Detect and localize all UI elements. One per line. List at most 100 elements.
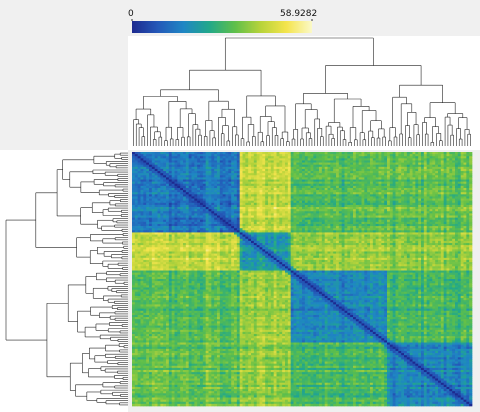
heatmap-cell: [253, 166, 258, 170]
heatmap-cell: [149, 207, 153, 210]
heatmap-cell: [449, 213, 453, 216]
heatmap-cell: [228, 160, 232, 163]
heatmap-cell: [231, 152, 235, 155]
heatmap-cell: [336, 177, 340, 180]
heatmap-cell: [273, 221, 277, 225]
heatmap-cell: [370, 164, 374, 168]
heatmap-cell: [222, 158, 226, 161]
heatmap-cell: [265, 202, 269, 206]
heatmap-cell: [180, 192, 184, 195]
heatmap-cell: [188, 198, 192, 202]
heatmap-cell: [392, 177, 396, 180]
heatmap-cell: [370, 202, 374, 206]
heatmap-cell: [466, 217, 470, 221]
heatmap-cell: [211, 221, 215, 225]
heatmap-cell: [293, 181, 297, 185]
heatmap-cell: [177, 158, 181, 161]
heatmap-cell: [245, 209, 249, 212]
heatmap-cell: [412, 211, 416, 214]
heatmap-cell: [234, 194, 238, 197]
heatmap-cell: [333, 177, 337, 180]
heatmap-cell: [299, 173, 303, 176]
heatmap-cell: [455, 192, 459, 195]
heatmap-cell: [183, 221, 187, 225]
heatmap-cell: [446, 164, 450, 168]
heatmap-cell: [296, 221, 300, 225]
heatmap-cell: [341, 173, 345, 176]
heatmap-cell: [438, 202, 442, 206]
heatmap-cell: [256, 164, 260, 168]
heatmap-cell: [236, 196, 241, 199]
heatmap-cell: [202, 200, 207, 204]
heatmap-cell: [287, 179, 292, 182]
heatmap-cell: [202, 221, 207, 225]
heatmap-cell: [381, 183, 385, 187]
heatmap-cell: [310, 162, 314, 166]
heatmap-cell: [389, 223, 394, 227]
heatmap-cell: [228, 200, 232, 204]
heatmap-cell: [177, 187, 181, 191]
heatmap-cell: [401, 158, 405, 161]
heatmap-cell: [463, 158, 467, 161]
heatmap-cell: [265, 181, 269, 185]
heatmap-cell: [423, 196, 428, 199]
heatmap-cell: [171, 204, 175, 208]
heatmap-cell: [319, 158, 323, 161]
heatmap-cell: [457, 164, 462, 168]
heatmap-cell: [231, 158, 235, 161]
heatmap-cell: [330, 162, 334, 166]
heatmap-cell: [180, 187, 184, 191]
heatmap-cell: [287, 187, 292, 191]
heatmap-cell: [429, 154, 433, 157]
heatmap-cell: [174, 215, 178, 218]
heatmap-cell: [140, 158, 144, 161]
heatmap-cell: [316, 152, 320, 155]
heatmap-cell: [316, 198, 320, 202]
heatmap-cell: [381, 166, 385, 170]
heatmap-cell: [412, 217, 416, 221]
heatmap-cell: [236, 213, 241, 216]
heatmap-cell: [296, 156, 300, 159]
heatmap-cell: [290, 187, 294, 191]
heatmap-cell: [194, 204, 198, 208]
heatmap-cell: [466, 162, 470, 166]
heatmap-cell: [251, 166, 255, 170]
heatmap-cell: [370, 207, 374, 210]
heatmap-cell: [440, 192, 445, 195]
heatmap-cell: [293, 223, 297, 227]
heatmap-cell: [344, 200, 348, 204]
heatmap-cell: [279, 187, 283, 191]
heatmap-cell: [225, 213, 229, 216]
heatmap-cell: [310, 152, 314, 155]
heatmap-cell: [177, 200, 181, 204]
heatmap-cell: [375, 202, 379, 206]
heatmap-cell: [449, 209, 453, 212]
heatmap-cell: [355, 177, 360, 180]
heatmap-cell: [463, 173, 467, 176]
heatmap-cell: [418, 213, 422, 216]
heatmap-cell: [304, 168, 309, 172]
heatmap-cell: [171, 207, 175, 210]
heatmap-cell: [168, 179, 173, 182]
heatmap-cell: [455, 204, 459, 208]
heatmap-cell: [168, 219, 173, 223]
heatmap-cell: [154, 221, 158, 225]
heatmap-cell: [327, 211, 331, 214]
heatmap-cell: [296, 223, 300, 227]
heatmap-cell: [149, 156, 153, 159]
heatmap-cell: [225, 166, 229, 170]
heatmap-cell: [197, 164, 201, 168]
heatmap-cell: [336, 202, 340, 206]
heatmap-cell: [287, 213, 292, 216]
heatmap-cell: [253, 223, 258, 227]
heatmap-cell: [219, 213, 224, 216]
heatmap-cell: [421, 207, 425, 210]
heatmap-cell: [429, 202, 433, 206]
heatmap-cell: [319, 192, 323, 195]
heatmap-cell: [321, 211, 326, 214]
heatmap-cell: [222, 213, 226, 216]
heatmap-cell: [310, 213, 314, 216]
heatmap-cell: [191, 158, 195, 161]
heatmap-cell: [273, 177, 277, 180]
heatmap-cell: [166, 219, 170, 223]
